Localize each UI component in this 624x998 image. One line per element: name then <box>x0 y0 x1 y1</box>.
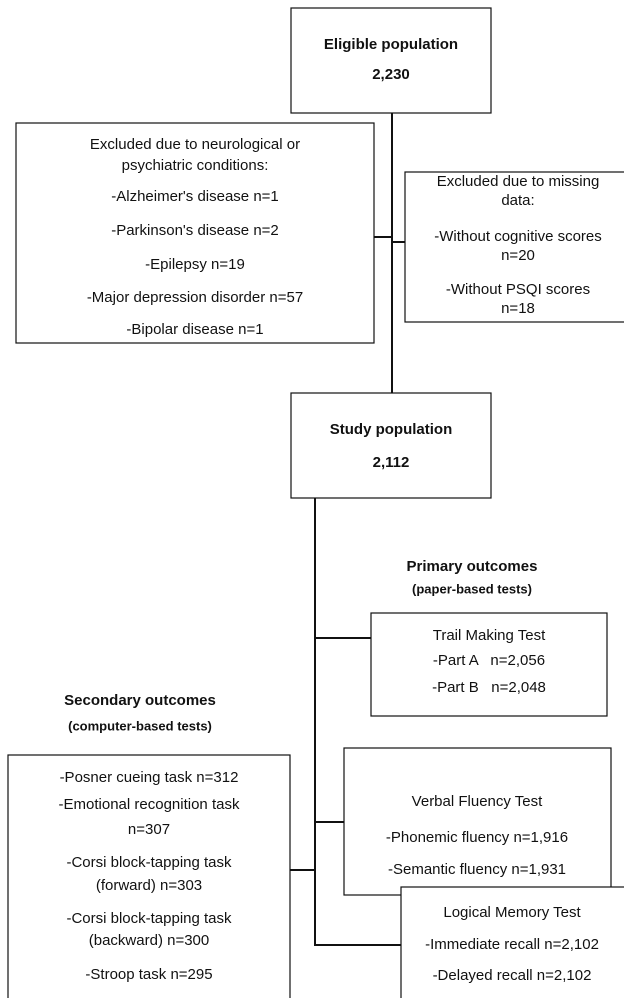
node-line: -Emotional recognition task <box>59 796 240 813</box>
node-count: 2,230 <box>372 66 410 83</box>
node-line: -Part B n=2,048 <box>432 679 546 696</box>
node-line: -Bipolar disease n=1 <box>126 321 263 338</box>
node-line: -Semantic fluency n=1,931 <box>388 861 566 878</box>
node-title: Excluded due to missing <box>437 173 600 190</box>
box <box>290 7 492 114</box>
node-line: -Epilepsy n=19 <box>145 256 245 273</box>
node-line: n=18 <box>501 300 535 317</box>
node-title: Excluded due to neurological or <box>90 136 300 153</box>
box <box>15 122 375 344</box>
node-count: 2,112 <box>373 454 410 471</box>
box <box>7 754 291 998</box>
node-line: -Phonemic fluency n=1,916 <box>386 829 568 846</box>
node-line: -Immediate recall n=2,102 <box>425 936 599 953</box>
box <box>404 171 624 323</box>
node-line: n=307 <box>128 821 170 838</box>
section-sublabel: (paper-based tests) <box>412 581 532 596</box>
node-line: -Corsi block-tapping task <box>66 854 232 871</box>
node-line: -Major depression disorder n=57 <box>87 289 303 306</box>
node-title: Trail Making Test <box>433 627 546 644</box>
box <box>343 747 612 896</box>
node-title: Eligible population <box>324 36 458 53</box>
node-line: -Without PSQI scores <box>446 281 590 298</box>
connector <box>314 498 401 946</box>
node-line: -Delayed recall n=2,102 <box>433 967 592 984</box>
node-title: -Posner cueing task n=312 <box>60 769 239 786</box>
node-line: n=20 <box>501 247 535 264</box>
node-line: (forward) n=303 <box>96 877 202 894</box>
node-line: -Without cognitive scores <box>434 228 602 245</box>
section-label: Primary outcomes <box>407 558 538 575</box>
node-line: -Parkinson's disease n=2 <box>111 222 279 239</box>
node-title: Logical Memory Test <box>443 904 581 921</box>
node-line: data: <box>501 192 534 209</box>
node-line: -Corsi block-tapping task <box>66 910 232 927</box>
box <box>290 392 492 499</box>
node-title: Study population <box>330 421 452 438</box>
node-line: -Part A n=2,056 <box>433 652 545 669</box>
box <box>400 886 624 998</box>
node-line: -Alzheimer's disease n=1 <box>111 188 279 205</box>
node-title: Verbal Fluency Test <box>412 793 543 810</box>
node-line: -Stroop task n=295 <box>85 966 212 983</box>
section-label: Secondary outcomes <box>64 692 216 709</box>
section-sublabel: (computer-based tests) <box>68 718 212 733</box>
box <box>370 612 608 717</box>
node-line: (backward) n=300 <box>89 932 209 949</box>
node-line: psychiatric conditions: <box>122 157 269 174</box>
